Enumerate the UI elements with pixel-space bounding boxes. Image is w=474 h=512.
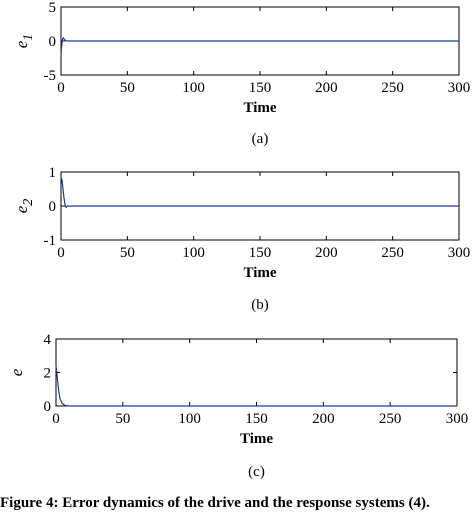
x-tick-label: 200 [315,245,338,261]
x-tick-label: 100 [178,411,201,427]
y-tick-label: 0 [44,399,52,415]
figure-caption: Figure 4: Error dynamics of the drive an… [0,495,474,512]
x-axis-label: Time [240,431,273,447]
x-axis-label: Time [243,100,276,116]
x-tick-label: 200 [312,411,335,427]
caption-text: Figure 4: Error dynamics of the drive an… [0,495,430,511]
y-axis-label-subscript: 2 [21,199,36,206]
x-tick-label: 100 [182,80,205,96]
x-tick-label: 50 [115,411,130,427]
x-tick-label: 300 [448,245,471,261]
x-tick-label: 300 [448,80,471,96]
y-tick-label: 1 [49,165,57,181]
panel-label: (a) [252,131,269,147]
y-tick-label: 4 [44,332,52,348]
x-tick-label: 0 [57,80,65,96]
x-tick-label: 0 [52,411,60,427]
y-axis-label-subscript: 1 [21,34,36,41]
y-axis-label: e2 [12,199,36,214]
x-tick-label: 150 [245,411,268,427]
x-tick-label: 250 [379,411,402,427]
y-tick-label: 0 [49,34,57,50]
y-tick-label: -5 [44,68,57,84]
y-tick-label: -1 [44,233,57,249]
x-tick-label: 250 [381,80,404,96]
y-axis-label: e [7,368,26,376]
x-axis-label: Time [243,265,276,281]
y-axis-label: e1 [12,34,36,49]
panel-label: (c) [248,464,265,480]
x-tick-label: 150 [249,245,272,261]
y-tick-label: 0 [49,199,57,215]
x-tick-label: 300 [446,411,469,427]
panel-label: (b) [251,297,269,313]
plot-frame [55,338,458,407]
y-tick-label: 2 [44,366,52,382]
x-tick-label: 50 [120,245,135,261]
x-tick-label: 50 [120,80,135,96]
series-line-1 [60,36,459,56]
series-line-1 [55,365,457,407]
x-tick-label: 150 [249,80,272,96]
y-tick-label: 5 [49,0,57,16]
chart-panel-3: 0 50 100 150 200 250 300 0 2 4 Time e (c) [7,332,468,480]
x-tick-label: 100 [182,245,205,261]
x-tick-label: 250 [381,245,404,261]
series-line-1 [60,176,459,209]
x-tick-label: 200 [315,80,338,96]
x-tick-label: 0 [57,245,65,261]
